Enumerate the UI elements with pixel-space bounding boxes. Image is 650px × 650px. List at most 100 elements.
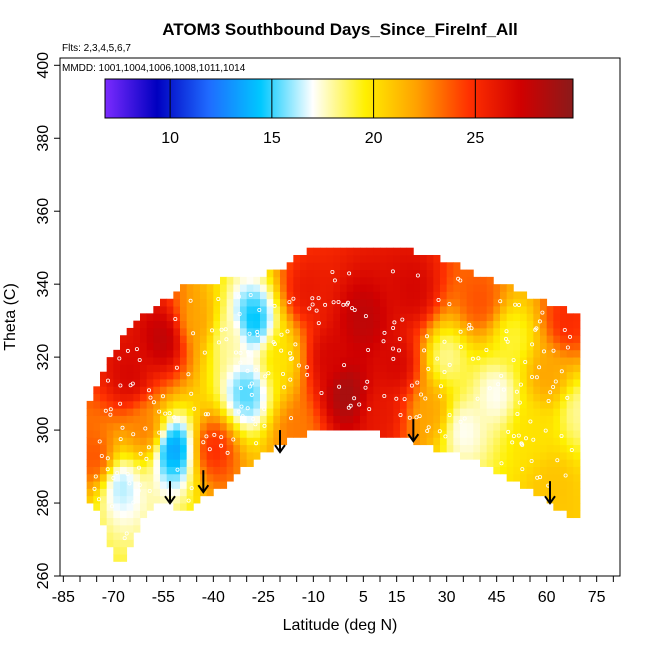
heatmap-cell [326,306,334,314]
sample-point [219,435,224,440]
heatmap-cell [560,386,568,395]
heatmap-cell [433,254,441,263]
heatmap-cell [220,466,228,475]
heatmap-cell [326,349,334,358]
heatmap-cell [426,320,434,329]
heatmap-cell [246,459,254,467]
heatmap-cell [400,335,408,343]
heatmap-cell [260,335,268,343]
heatmap-cell [193,422,201,431]
heatmap-cell [153,488,161,497]
heatmap-cell [420,320,428,329]
heatmap-cell [106,379,114,387]
heatmap-cell [460,320,468,329]
heatmap-cell [393,422,401,431]
heatmap-cell [286,320,294,329]
heatmap-cell [306,276,314,285]
heatmap-cell [273,306,281,314]
heatmap-cell [546,306,554,314]
heatmap-cell [480,393,488,402]
arrow-marker [164,481,176,505]
heatmap-cell [566,437,574,446]
heatmap-cell [126,357,134,365]
heatmap-cell [380,379,388,387]
heatmap-cell [166,444,174,453]
heatmap-cell [406,357,414,365]
heatmap-cell [133,386,141,395]
heatmap-cell [266,444,274,453]
heatmap-cell [400,386,408,395]
heatmap-cell [240,298,248,307]
heatmap-cell [313,306,321,314]
heatmap-cell [420,357,428,365]
heatmap-cell [346,284,354,292]
sample-point [291,296,296,301]
heatmap-cell [126,466,134,475]
heatmap-cell [566,503,574,511]
heatmap-cell [473,306,481,314]
heatmap-cell [113,349,121,358]
heatmap-cell [213,284,221,292]
heatmap-cell [186,371,194,380]
heatmap-cell [373,408,381,416]
heatmap-cell [500,327,508,336]
heatmap-cell [453,430,461,438]
heatmap-cell [540,400,548,409]
heatmap-cell [520,481,528,489]
heatmap-cell [300,313,308,322]
heatmap-cell [233,306,241,314]
heatmap-cell [486,415,494,424]
sample-point [137,357,142,362]
heatmap-cell [166,415,174,424]
heatmap-cell [573,342,581,351]
heatmap-cell [540,313,548,322]
heatmap-cell [193,430,201,438]
heatmap-cell [160,408,168,416]
heatmap-cell [446,327,454,336]
sample-point [530,342,535,347]
heatmap-cell [246,335,254,343]
heatmap-cell [433,262,441,270]
heatmap-cell [373,379,381,387]
sample-point [254,368,259,373]
heatmap-cell [546,379,554,387]
heatmap-cell [246,284,254,292]
sample-point [247,331,252,336]
heatmap-cell [326,254,334,263]
sample-point [257,307,262,312]
heatmap-cell [180,473,188,482]
sample-point [436,297,441,302]
heatmap-cell [486,393,494,402]
sample-point [316,296,321,301]
heatmap-cell [313,247,321,256]
heatmap-cell [86,430,94,438]
heatmap-cell [380,254,388,263]
heatmap-cell [406,254,414,263]
heatmap-cell [433,269,441,278]
heatmap-cell [220,342,228,351]
heatmap-cell [93,503,101,511]
heatmap-cell [520,298,528,307]
heatmap-cell [100,371,108,380]
heatmap-cell [353,357,361,365]
heatmap-cell [273,342,281,351]
heatmap-cell [280,386,288,395]
heatmap-cell [413,400,421,409]
heatmap-cell [420,284,428,292]
heatmap-cell [326,284,334,292]
heatmap-cell [553,386,561,395]
heatmap-cell [473,320,481,329]
heatmap-cell [173,379,181,387]
sample-point [288,351,293,356]
heatmap-cell [220,320,228,329]
heatmap-cell [426,298,434,307]
sample-point [128,383,133,388]
sample-point [426,425,431,430]
heatmap-cell [200,386,208,395]
heatmap-cell [300,422,308,431]
heatmap-cell [493,320,501,329]
heatmap-cell [386,386,394,395]
heatmap-cell [206,313,214,322]
heatmap-cell [406,408,414,416]
heatmap-cell [553,481,561,489]
